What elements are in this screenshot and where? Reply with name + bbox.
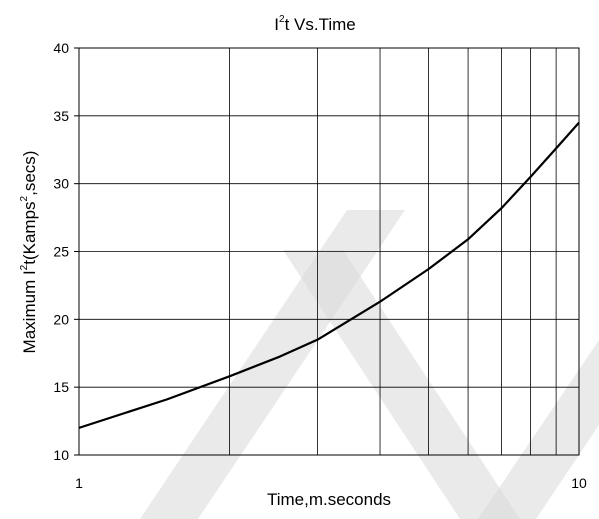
grid: [74, 47, 579, 456]
watermark-band: [283, 250, 520, 519]
y-tick-label: 40: [53, 40, 69, 56]
y-tick-label: 10: [53, 447, 69, 463]
y-tick-labels: 10 15 20 25 30 35 40: [53, 40, 69, 463]
x-tick-labels: 1 10: [75, 475, 587, 491]
plot-border: [78, 47, 580, 456]
x-tick-label: 10: [571, 475, 587, 491]
series-group: [78, 121, 580, 429]
y-tick-label: 20: [53, 311, 69, 327]
y-tick-label: 30: [53, 176, 69, 192]
x-axis-title: Time,m.seconds: [267, 490, 391, 509]
y-axis-title: Maximum I2t(Kamps2,secs): [19, 151, 39, 354]
y-tick-label: 25: [53, 244, 69, 260]
y-tick-label: 35: [53, 108, 69, 124]
watermark-band: [478, 340, 599, 519]
watermark-diagonal-bands: [140, 210, 599, 519]
chart-title: I2t Vs.Time: [274, 14, 355, 34]
series-line: [78, 121, 580, 429]
x-tick-label: 1: [75, 475, 83, 491]
y-tick-label: 15: [53, 379, 69, 395]
